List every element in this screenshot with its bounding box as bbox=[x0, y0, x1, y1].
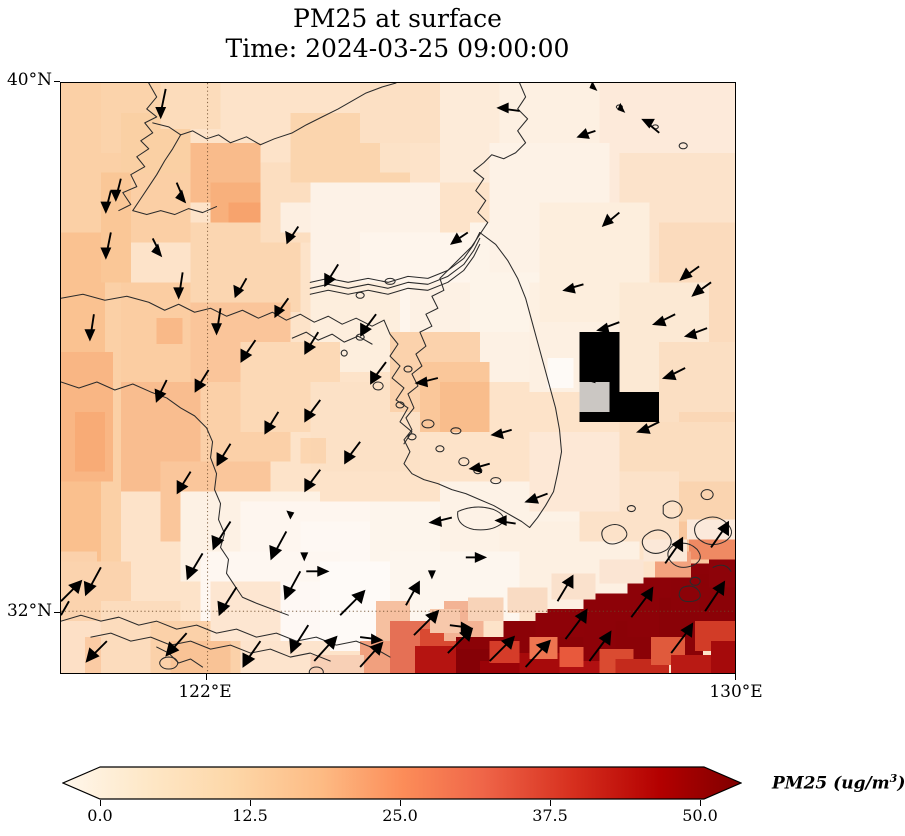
page-title: PM25 at surface bbox=[293, 4, 502, 33]
colorbar-gradient bbox=[62, 766, 742, 800]
ytick-label-40n: 40°N bbox=[6, 70, 52, 90]
cbar-tick-mark-37-5 bbox=[550, 800, 552, 806]
xtick-label-130e: 130°E bbox=[709, 682, 763, 702]
xtick-label-122e: 122°E bbox=[178, 682, 232, 702]
cbar-tick-label-50: 50.0 bbox=[682, 806, 718, 825]
colorbar-title-tail: ) bbox=[897, 773, 905, 794]
colorbar-title-main: PM25 (ug/m bbox=[772, 773, 890, 794]
ytick-mark-40n bbox=[54, 81, 60, 83]
cbar-tick-label-25: 25.0 bbox=[382, 806, 418, 825]
cbar-tick-label-0: 0.0 bbox=[87, 806, 113, 825]
colorbar-title: PM25 (ug/m3) bbox=[772, 772, 905, 794]
cbar-tick-mark-50 bbox=[700, 800, 702, 806]
colorbar[interactable] bbox=[62, 766, 742, 800]
figure-subtitle: Time: 2024-03-25 09:00:00 bbox=[225, 33, 570, 63]
figure-title-block: PM25 at surface Time: 2024-03-25 09:00:0… bbox=[0, 4, 795, 63]
ytick-label-32n: 32°N bbox=[6, 601, 52, 621]
cbar-tick-label-37-5: 37.5 bbox=[532, 806, 568, 825]
map-raster bbox=[61, 83, 735, 673]
cbar-tick-label-12-5: 12.5 bbox=[232, 806, 268, 825]
xtick-mark-122e bbox=[206, 674, 208, 680]
colorbar-title-exponent: 3 bbox=[889, 772, 898, 785]
ytick-mark-32n bbox=[54, 612, 60, 614]
xtick-mark-130e bbox=[735, 674, 737, 680]
cbar-tick-mark-25 bbox=[400, 800, 402, 806]
map-axes[interactable] bbox=[60, 82, 736, 674]
cbar-tick-mark-12-5 bbox=[250, 800, 252, 806]
cbar-tick-mark-0 bbox=[100, 800, 102, 806]
